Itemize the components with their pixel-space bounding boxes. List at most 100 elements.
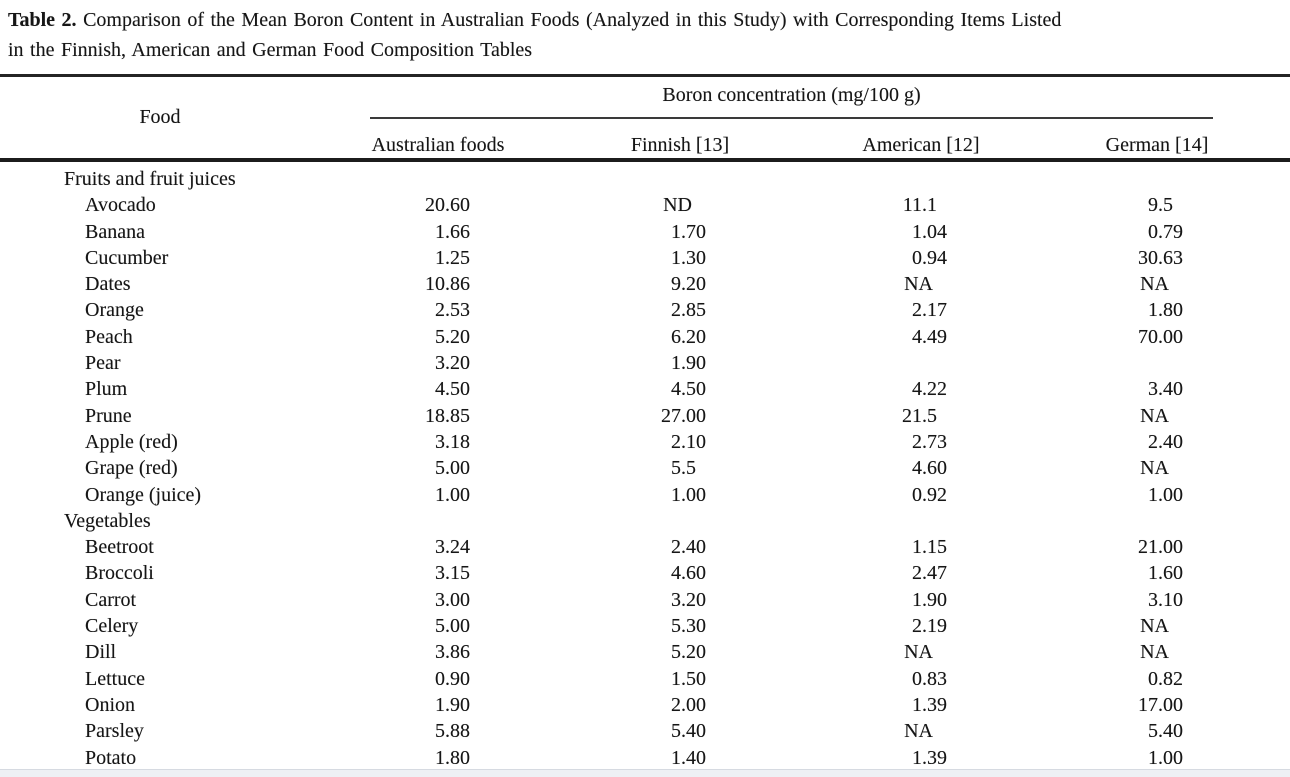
value-cell: 2.85 [671,299,706,322]
table-top-rule [0,74,1290,77]
value-cell: 1.60 [1148,562,1183,585]
table-row: Orange (juice) 1.00 1.00 0.92 1.00 [0,482,1290,508]
food-column-header: Food [139,106,181,128]
value-cell: 17.00 [1138,693,1183,716]
table-row: Apple (red) 3.18 2.10 2.73 2.40 [0,429,1290,455]
table-row: Potato 1.80 1.40 1.39 1.00 [0,745,1290,771]
value-cell: 21.00 [1138,536,1183,559]
header-bottom-rule [0,158,1290,162]
table-row: Lettuce 0.90 1.50 0.83 0.82 [0,666,1290,692]
column-header-american: American [12] [862,134,980,156]
food-cell: Apple (red) [85,430,178,453]
food-cell: Onion [85,693,135,716]
value-cell: 5.20 [671,641,706,664]
value-cell: 3.20 [435,352,470,375]
value-cell: 9.5 [1148,194,1173,217]
value-cell: 1.00 [1148,746,1183,769]
value-cell: 4.50 [435,378,470,401]
food-cell: Pear [85,352,121,375]
food-cell: Banana [85,220,145,243]
value-cell: 9.20 [671,273,706,296]
food-cell: Dates [85,273,131,296]
value-cell: 1.80 [435,746,470,769]
table-row: Broccoli 3.15 4.60 2.47 1.60 [0,560,1290,586]
value-cell: 4.49 [912,325,947,348]
value-cell: 4.60 [671,562,706,585]
value-cell: 5.00 [435,457,470,480]
value-cell: 2.40 [671,536,706,559]
section-row: Fruits and fruit juices [0,166,1290,192]
value-cell: 5.5 [671,457,696,480]
value-cell: 3.20 [671,588,706,611]
food-cell: Potato [85,746,137,769]
value-cell: 5.40 [671,720,706,743]
value-cell: 3.24 [435,536,470,559]
value-cell: NA [904,273,933,296]
value-cell: 4.60 [912,457,947,480]
value-cell: 0.90 [435,667,470,690]
table-row: Avocado 20.60 ND 11.1 9.5 [0,192,1290,218]
table-row: Prune 18.85 27.00 21.5 NA [0,403,1290,429]
table-row: Plum 4.50 4.50 4.22 3.40 [0,376,1290,402]
value-cell: 1.50 [671,667,706,690]
value-cell: 0.82 [1148,667,1183,690]
value-cell: 1.00 [1148,483,1183,506]
table-row: Pear 3.20 1.90 [0,350,1290,376]
food-cell: Orange (juice) [85,483,202,506]
caption-text-2: in the Finnish, American and German Food… [8,39,533,61]
section-row: Vegetables [0,508,1290,534]
table-row: Orange 2.53 2.85 2.17 1.80 [0,297,1290,323]
food-cell: Lettuce [85,667,145,690]
food-cell: Cucumber [85,246,169,269]
table-row: Parsley 5.88 5.40 NA 5.40 [0,718,1290,744]
value-cell: 1.70 [671,220,706,243]
value-cell: 2.10 [671,430,706,453]
spanner-header: Boron concentration (mg/100 g) [662,84,921,106]
value-cell: NA [904,641,933,664]
value-cell: 27.00 [661,404,706,427]
value-cell: 1.90 [912,588,947,611]
food-cell: Plum [85,378,128,401]
table-row: Banana 1.66 1.70 1.04 0.79 [0,219,1290,245]
value-cell: 20.60 [425,194,470,217]
value-cell: 0.92 [912,483,947,506]
section-label: Fruits and fruit juices [64,168,236,190]
food-cell: Avocado [85,194,156,217]
value-cell: 2.47 [912,562,947,585]
value-cell: 21.5 [902,404,937,427]
food-cell: Orange [85,299,144,322]
table-row: Grape (red) 5.00 5.5 4.60 NA [0,455,1290,481]
value-cell: 1.39 [912,693,947,716]
caption-line-1: Table 2. Comparison of the Mean Boron Co… [8,5,1061,35]
value-cell: 2.19 [912,615,947,638]
table-row: Dill 3.86 5.20 NA NA [0,639,1290,665]
value-cell: 1.90 [435,693,470,716]
value-cell: 3.18 [435,430,470,453]
value-cell: 5.40 [1148,720,1183,743]
value-cell: 11.1 [902,194,937,217]
table-body: Fruits and fruit juices Avocado 20.60 ND 11.… [0,166,1290,771]
value-cell: 2.17 [912,299,947,322]
value-cell: 5.20 [435,325,470,348]
value-cell: 10.86 [425,273,470,296]
table-row: Carrot 3.00 3.20 1.90 3.10 [0,587,1290,613]
column-header-australian: Australian foods [371,134,505,156]
food-cell: Celery [85,615,139,638]
table-row: Beetroot 3.24 2.40 1.15 21.00 [0,534,1290,560]
column-header-german: German [14] [1105,134,1209,156]
food-cell: Carrot [85,588,137,611]
caption-line-2: in the Finnish, American and German Food… [8,35,1061,65]
value-cell: 2.73 [912,430,947,453]
value-cell: 3.00 [435,588,470,611]
table-number-label: Table 2. [8,9,77,31]
value-cell: 18.85 [425,404,470,427]
column-header-finnish: Finnish [13] [630,134,730,156]
value-cell: NA [1140,457,1169,480]
value-cell: 1.39 [912,746,947,769]
table-caption: Table 2. Comparison of the Mean Boron Co… [8,5,1061,65]
value-cell: 5.30 [671,615,706,638]
value-cell: 1.66 [435,220,470,243]
table-row: Dates 10.86 9.20 NA NA [0,271,1290,297]
value-cell: 30.63 [1138,246,1183,269]
